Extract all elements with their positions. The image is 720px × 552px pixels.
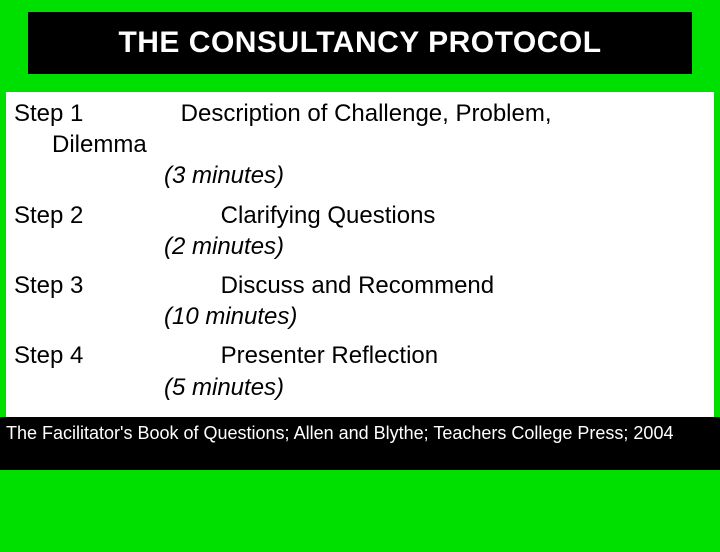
step-label: Step 2 bbox=[14, 200, 214, 231]
footer-bar: The Facilitator's Book of Questions; All… bbox=[0, 417, 720, 470]
step-description: Description of Challenge, Problem, bbox=[181, 100, 552, 127]
step-row: Step 1 Description of Challenge, Problem… bbox=[14, 98, 706, 129]
step-label: Step 4 bbox=[14, 340, 214, 371]
step-label: Step 1 bbox=[14, 98, 174, 129]
step-description: Presenter Reflection bbox=[221, 342, 438, 369]
step-time: (5 minutes) bbox=[14, 372, 706, 403]
step-row: Step 2 Clarifying Questions bbox=[14, 200, 706, 231]
title-bar: THE CONSULTANCY PROTOCOL bbox=[28, 12, 692, 74]
step-1: Step 1 Description of Challenge, Problem… bbox=[14, 98, 706, 192]
step-time: (10 minutes) bbox=[14, 301, 706, 332]
step-4: Step 4 Presenter Reflection (5 minutes) bbox=[14, 340, 706, 402]
step-2: Step 2 Clarifying Questions (2 minutes) bbox=[14, 200, 706, 262]
step-time: (2 minutes) bbox=[14, 231, 706, 262]
step-row: Step 4 Presenter Reflection bbox=[14, 340, 706, 371]
content-panel: Step 1 Description of Challenge, Problem… bbox=[6, 92, 714, 417]
step-description: Clarifying Questions bbox=[221, 202, 436, 229]
step-3: Step 3 Discuss and Recommend (10 minutes… bbox=[14, 270, 706, 332]
step-time: (3 minutes) bbox=[14, 160, 706, 191]
step-row: Step 3 Discuss and Recommend bbox=[14, 270, 706, 301]
page-title: THE CONSULTANCY PROTOCOL bbox=[118, 26, 601, 59]
step-description: Discuss and Recommend bbox=[221, 272, 494, 299]
step-label: Step 3 bbox=[14, 270, 214, 301]
step-description-line2: Dilemma bbox=[14, 129, 706, 160]
footer-citation: The Facilitator's Book of Questions; All… bbox=[6, 423, 714, 444]
